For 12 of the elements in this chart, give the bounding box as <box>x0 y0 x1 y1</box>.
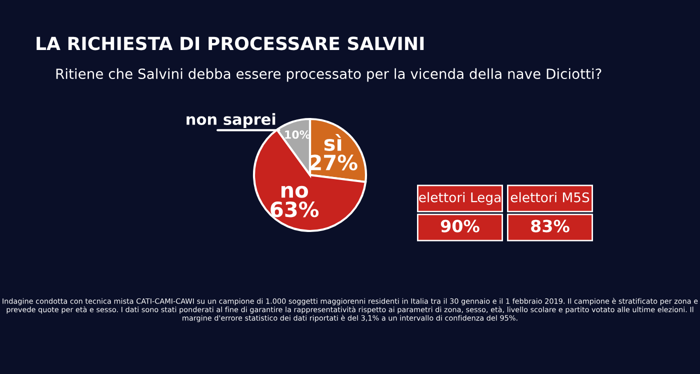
slice-label: sì <box>324 134 342 151</box>
category-label: elettori M5S <box>510 192 590 202</box>
slice-label: no <box>282 186 308 198</box>
chart-subtitle: Ritiene che Salvini debba essere processato per la vicenda della nave Diciotti? <box>56 68 602 82</box>
data-label: 10% <box>285 130 310 139</box>
chart-title: LA RICHIESTA DI PROCESSARE SALVINI <box>36 36 424 50</box>
data-label: 83% <box>531 220 570 232</box>
data-label: 63% <box>270 201 319 218</box>
data-label: 90% <box>440 220 480 232</box>
data-label: 27% <box>310 154 358 170</box>
category-label: elettori Lega <box>419 192 500 205</box>
slice-label: non saprei <box>186 113 276 128</box>
